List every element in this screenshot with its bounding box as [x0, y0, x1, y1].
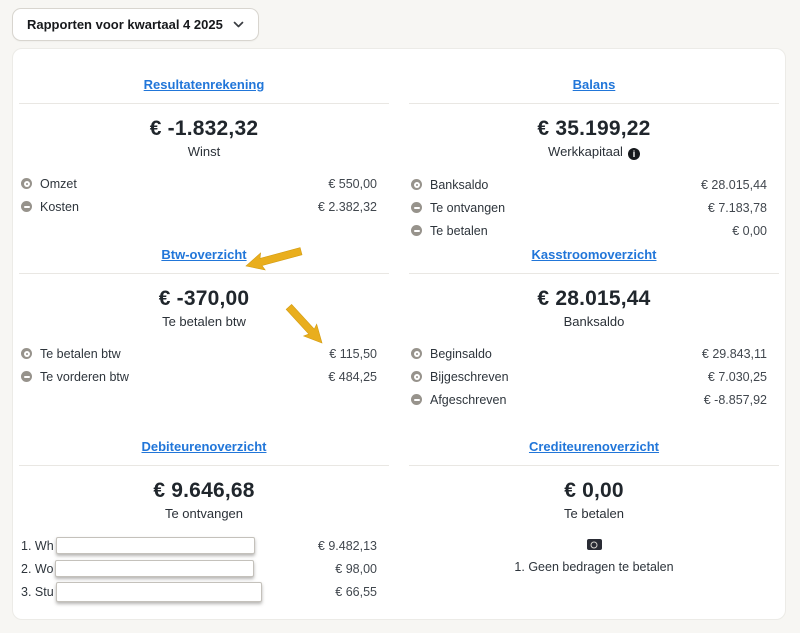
- headline-value: € 35.199,22: [537, 117, 651, 140]
- stat-row: Te vorderen btw € 484,25: [19, 365, 389, 388]
- circle-minus-icon: [411, 225, 422, 236]
- resultatenrekening-link[interactable]: Resultatenrekening: [143, 77, 265, 92]
- row-label: Beginsaldo: [430, 346, 492, 361]
- row-label: Bijgeschreven: [430, 369, 509, 384]
- stat-row: Te betalen € 0,00: [409, 219, 779, 242]
- balans-link[interactable]: Balans: [572, 77, 616, 92]
- debtor-row: 2. Wo € 98,00: [19, 557, 389, 580]
- debiteurenoverzicht-link[interactable]: Debiteurenoverzicht: [141, 439, 267, 454]
- section-balans: Balans € 35.199,22 Werkkapitaal i Banksal…: [407, 63, 781, 238]
- circle-minus-icon: [411, 202, 422, 213]
- stat-row: Te ontvangen € 7.183,78: [409, 196, 779, 219]
- row-label: Te betalen btw: [40, 346, 121, 361]
- debtor-label-prefix: 3. Stu: [21, 584, 54, 599]
- section-divider: [409, 273, 779, 274]
- section-kasstroomoverzicht: Kasstroomoverzicht € 28.015,44 Banksaldo…: [407, 233, 781, 425]
- headline-value: € -1.832,32: [149, 117, 259, 140]
- circle-dot-icon: [21, 348, 32, 359]
- circle-dot-icon: [411, 348, 422, 359]
- row-value: € 7.183,78: [707, 200, 767, 215]
- row-value: € 550,00: [328, 176, 377, 191]
- row-value: € 115,50: [329, 346, 377, 361]
- stat-row: Kosten € 2.382,32: [19, 195, 389, 218]
- row-label: Banksaldo: [430, 177, 489, 192]
- section-debiteurenoverzicht: Debiteurenoverzicht € 9.646,68 Te ontvan…: [17, 425, 391, 603]
- period-selector-label: Rapporten voor kwartaal 4 2025: [27, 17, 223, 32]
- reports-card: Resultatenrekening € -1.832,32 Winst Omz…: [12, 48, 786, 620]
- section-crediteurenoverzicht: Crediteurenoverzicht € 0,00 Te betalen 1…: [407, 425, 781, 603]
- row-value: € 29.843,11: [701, 346, 767, 361]
- debtor-label-prefix: 2. Wo: [21, 561, 54, 576]
- chevron-down-icon: [233, 19, 244, 30]
- circle-dot-icon: [21, 178, 32, 189]
- reports-grid: Resultatenrekening € -1.832,32 Winst Omz…: [17, 63, 781, 603]
- headline-label-text: Werkkapitaal: [548, 144, 623, 159]
- circle-dot-icon: [411, 371, 422, 382]
- row-label: Te vorderen btw: [40, 369, 129, 384]
- headline-value: € 0,00: [564, 479, 624, 502]
- section-divider: [19, 465, 389, 466]
- stat-row: Banksaldo € 28.015,44: [409, 173, 779, 196]
- headline-label: Te betalen btw: [162, 314, 246, 329]
- row-value: € -8.857,92: [703, 392, 767, 407]
- circle-minus-icon: [21, 201, 32, 212]
- crediteurenoverzicht-link[interactable]: Crediteurenoverzicht: [528, 439, 660, 454]
- stat-row: Omzet € 550,00: [19, 172, 389, 195]
- headline-value: € 28.015,44: [537, 287, 651, 310]
- section-resultatenrekening: Resultatenrekening € -1.832,32 Winst Omz…: [17, 63, 391, 233]
- circle-minus-icon: [21, 371, 32, 382]
- stat-row: Afgeschreven € -8.857,92: [409, 388, 779, 411]
- row-value: € 7.030,25: [707, 369, 767, 384]
- section-divider: [409, 465, 779, 466]
- banknote-icon: [586, 539, 602, 550]
- headline-label: Werkkapitaal i: [409, 144, 779, 160]
- redaction-box: [55, 560, 255, 577]
- btw-overzicht-link[interactable]: Btw-overzicht: [161, 247, 247, 262]
- creditor-empty-state: 1. Geen bedragen te betalen: [409, 537, 779, 574]
- row-label: Te ontvangen: [430, 200, 506, 215]
- redaction-box: [55, 581, 262, 602]
- row-value: € 9.482,13: [317, 538, 377, 553]
- headline-label: Te ontvangen: [164, 506, 244, 521]
- debtor-row: 1. Wh € 9.482,13: [19, 534, 389, 557]
- headline-value: € 9.646,68: [153, 479, 255, 502]
- section-divider: [19, 103, 389, 104]
- row-label: Afgeschreven: [430, 392, 507, 407]
- row-value: € 28.015,44: [700, 177, 767, 192]
- headline-label: Te betalen: [564, 506, 624, 521]
- section-divider: [19, 273, 389, 274]
- headline-label: Winst: [187, 144, 221, 159]
- row-label: Omzet: [40, 176, 77, 191]
- row-label: Kosten: [40, 199, 79, 214]
- headline-value: € -370,00: [158, 287, 250, 310]
- section-btw-overzicht: Btw-overzicht € -370,00 Te betalen btw T…: [17, 233, 391, 425]
- kasstroomoverzicht-link[interactable]: Kasstroomoverzicht: [531, 247, 657, 262]
- stat-row: Beginsaldo € 29.843,11: [409, 342, 779, 365]
- row-value: € 0,00: [732, 223, 767, 238]
- headline-label: Banksaldo: [563, 314, 625, 329]
- redaction-box: [55, 537, 255, 554]
- row-value: € 66,55: [335, 584, 377, 599]
- row-value: € 2.382,32: [317, 199, 377, 214]
- circle-dot-icon: [411, 179, 422, 190]
- period-selector-dropdown[interactable]: Rapporten voor kwartaal 4 2025: [12, 8, 259, 41]
- section-divider: [409, 103, 779, 104]
- debtor-row: 3. Stu € 66,55: [19, 580, 389, 603]
- info-icon[interactable]: i: [627, 148, 640, 160]
- stat-row: Te betalen btw € 115,50: [19, 342, 389, 365]
- circle-minus-icon: [411, 394, 422, 405]
- creditor-empty-text: 1. Geen bedragen te betalen: [514, 560, 674, 574]
- row-value: € 98,00: [335, 561, 377, 576]
- stat-row: Bijgeschreven € 7.030,25: [409, 365, 779, 388]
- row-value: € 484,25: [328, 369, 377, 384]
- row-label: Te betalen: [430, 223, 488, 238]
- debtor-label-prefix: 1. Wh: [21, 538, 54, 553]
